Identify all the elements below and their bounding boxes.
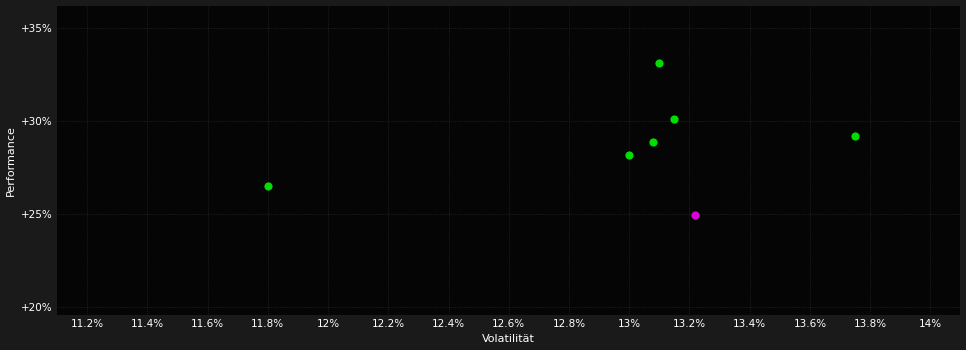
Point <box>667 116 682 122</box>
Point <box>621 152 637 158</box>
Point <box>652 61 668 66</box>
X-axis label: Volatilität: Volatilität <box>482 335 535 344</box>
Point <box>260 183 275 189</box>
Y-axis label: Performance: Performance <box>6 125 15 196</box>
Point <box>688 212 703 218</box>
Point <box>645 140 661 145</box>
Point <box>847 133 863 139</box>
